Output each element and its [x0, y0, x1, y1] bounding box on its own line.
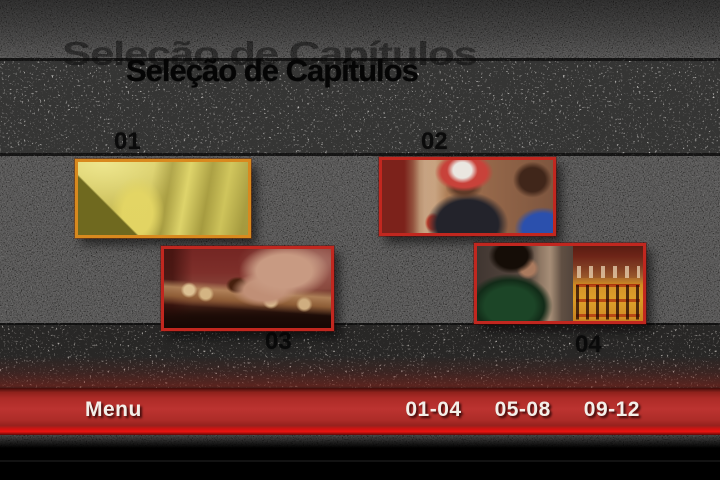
chapter-01-label: 01 [114, 128, 141, 155]
chapter-03-label: 03 [265, 328, 292, 355]
chapter-03-thumbnail-button[interactable] [161, 246, 334, 331]
chapter-01-thumbnail-button[interactable] [75, 159, 251, 238]
footer-navigation-bar: Menu 01-04 05-08 09-12 [0, 388, 720, 435]
range-09-12-button[interactable]: 09-12 [583, 397, 640, 421]
range-05-08-button[interactable]: 05-08 [494, 397, 551, 421]
chapter-01-still-yellow-fabric [78, 162, 248, 235]
chapter-02-still-boys-with-cap [382, 160, 553, 233]
range-01-04-button[interactable]: 01-04 [405, 397, 462, 421]
chapter-03-still-hand-game-board [164, 249, 331, 328]
chapter-04-label: 04 [575, 331, 602, 358]
scanline-artifact [0, 460, 720, 462]
chapter-02-thumbnail-button[interactable] [379, 157, 556, 236]
chapter-02-label: 02 [421, 128, 448, 155]
page-title: Seleção de Capítulos [126, 53, 419, 88]
chapter-04-thumbnail-button[interactable] [474, 243, 646, 324]
chapter-04-still-bottle-crates [573, 246, 643, 321]
bottom-black-band [0, 435, 720, 480]
chapter-04-still-boy-green-jersey [477, 246, 574, 321]
menu-button[interactable]: Menu [85, 397, 142, 421]
chapter-range-nav: 01-04 05-08 09-12 [405, 398, 640, 422]
